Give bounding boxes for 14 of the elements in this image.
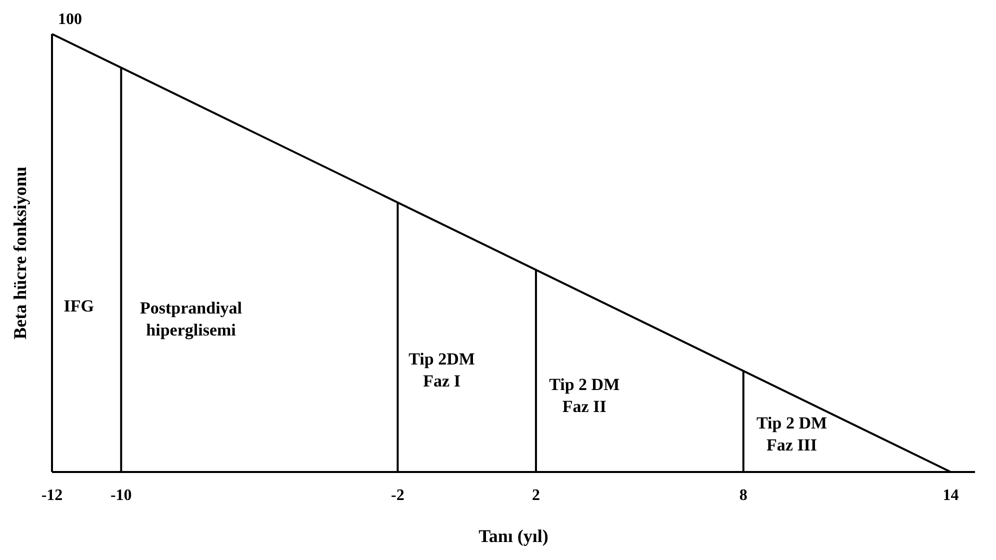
annotation: Tip 2 DM Faz III	[756, 414, 828, 455]
annotation: Tip 2DM Faz I	[408, 350, 475, 391]
x-tick-label: 8	[739, 487, 748, 504]
annotation: IFG	[64, 296, 94, 316]
annotation: Tip 2 DM Faz II	[549, 375, 620, 416]
annotation: 100	[58, 11, 82, 28]
x-tick-label: -10	[110, 487, 132, 504]
x-tick-label: 2	[532, 487, 540, 504]
annotation: Postprandiyal hiperglisemi	[140, 298, 242, 340]
x-tick-label: -2	[391, 487, 404, 504]
x-axis-title: Tanı (yıl)	[478, 526, 548, 546]
y-axis-title: Beta hücre fonksiyonu	[10, 166, 30, 340]
x-tick-label: 14	[942, 487, 959, 504]
x-tick-label: -12	[41, 487, 63, 504]
